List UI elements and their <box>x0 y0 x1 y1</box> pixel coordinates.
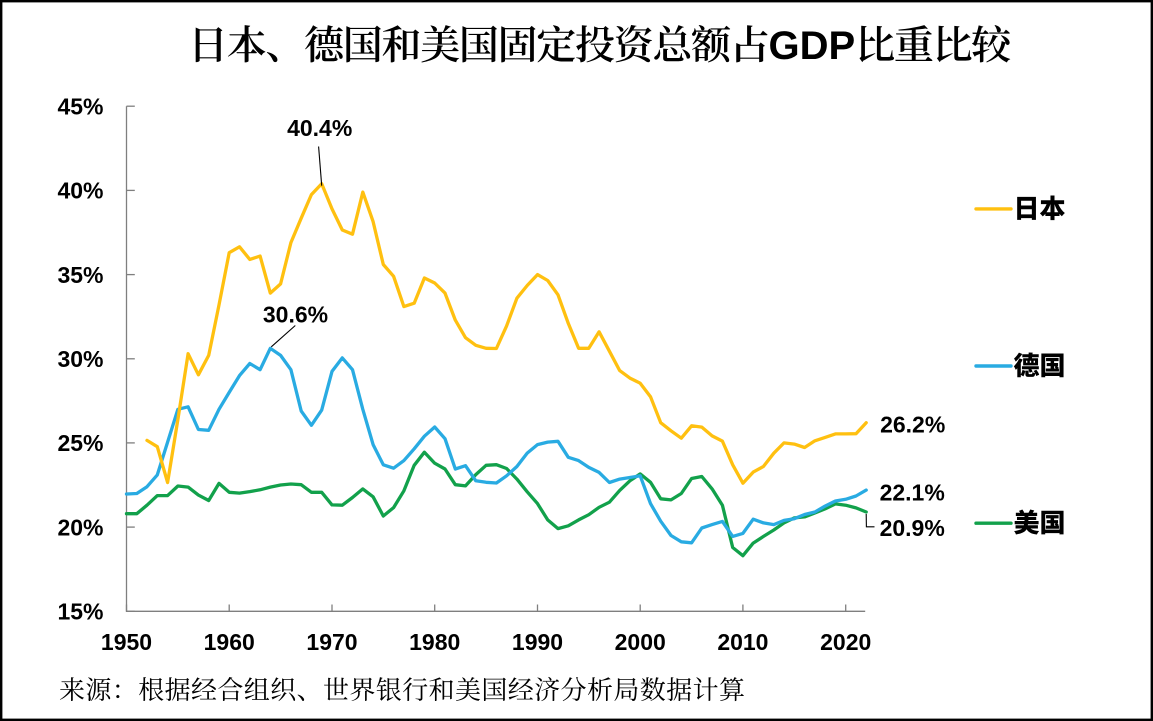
svg-text:15%: 15% <box>57 599 103 625</box>
svg-text:45%: 45% <box>57 93 103 119</box>
svg-text:25%: 25% <box>57 430 103 456</box>
svg-text:1970: 1970 <box>306 629 357 655</box>
svg-text:20%: 20% <box>57 514 103 540</box>
svg-text:22.1%: 22.1% <box>880 480 945 506</box>
svg-text:20.9%: 20.9% <box>880 515 945 541</box>
svg-text:2000: 2000 <box>615 629 666 655</box>
svg-text:1990: 1990 <box>512 629 563 655</box>
svg-text:30.6%: 30.6% <box>263 301 328 327</box>
svg-text:40%: 40% <box>57 178 103 204</box>
svg-text:30%: 30% <box>57 346 103 372</box>
svg-text:2010: 2010 <box>717 629 768 655</box>
svg-text:35%: 35% <box>57 262 103 288</box>
svg-text:40.4%: 40.4% <box>287 115 352 141</box>
svg-text:1980: 1980 <box>409 629 460 655</box>
svg-text:2020: 2020 <box>820 629 871 655</box>
svg-text:26.2%: 26.2% <box>880 412 945 438</box>
svg-text:1960: 1960 <box>204 629 255 655</box>
svg-text:1950: 1950 <box>101 629 152 655</box>
